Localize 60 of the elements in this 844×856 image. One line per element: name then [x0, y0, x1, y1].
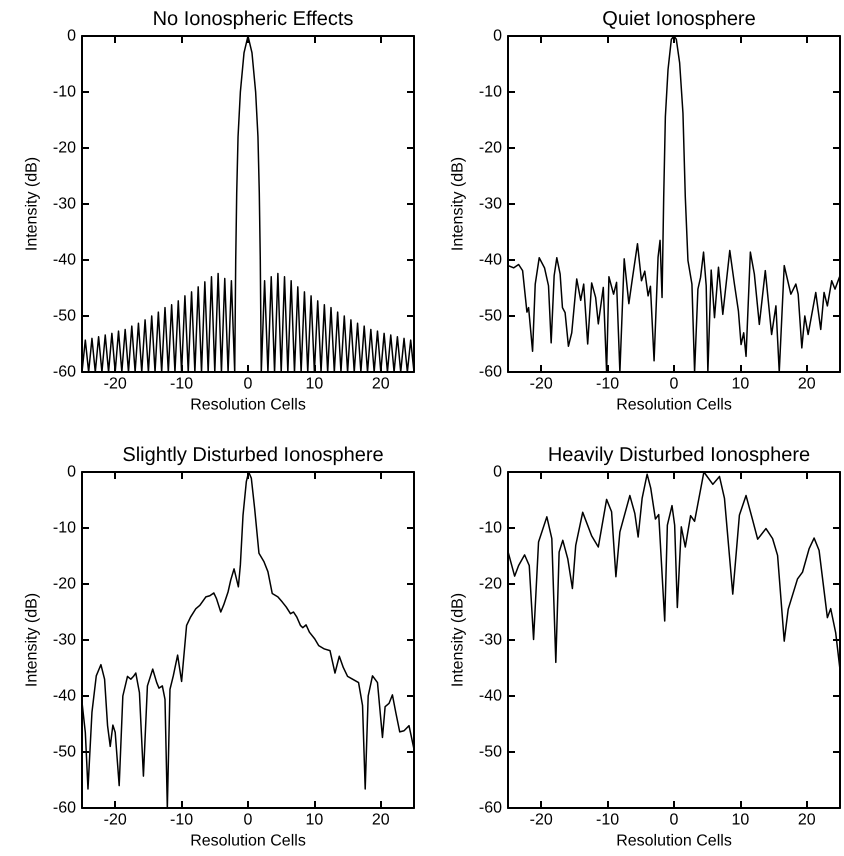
x-axis-title: Resolution Cells: [190, 396, 306, 414]
y-tick-label: -30: [478, 196, 502, 212]
x-tick-label: 0: [670, 376, 679, 392]
y-tick-label: -50: [478, 744, 502, 760]
x-tick-label: -10: [596, 812, 620, 828]
y-tick-label: 0: [493, 464, 502, 480]
x-tick-label: -20: [104, 376, 127, 392]
y-tick-label: -10: [478, 520, 502, 536]
y-tick-label: -10: [52, 84, 76, 100]
y-tick-label: -60: [52, 800, 76, 816]
chart-title: Quiet Ionosphere: [602, 8, 756, 30]
x-tick-label: -20: [104, 812, 127, 828]
y-tick-label: -20: [52, 576, 76, 592]
y-tick-label: -40: [52, 688, 76, 704]
x-tick-label: -10: [596, 376, 620, 392]
y-axis-title: Intensity (dB): [450, 156, 466, 252]
y-tick-label: -60: [52, 364, 76, 380]
x-tick-label: 10: [306, 376, 324, 392]
x-tick-label: -20: [530, 812, 553, 828]
x-axis-title: Resolution Cells: [616, 832, 732, 850]
y-tick-label: -20: [478, 576, 502, 592]
x-tick-label: -10: [170, 376, 194, 392]
chart-title: Heavily Disturbed Ionosphere: [548, 444, 810, 466]
x-axis-title: Resolution Cells: [616, 396, 732, 414]
x-tick-label: 20: [798, 812, 816, 828]
y-tick-label: -20: [52, 140, 76, 156]
x-tick-label: 10: [732, 376, 750, 392]
y-axis-title: Intensity (dB): [24, 156, 40, 252]
y-axis-title: Intensity (dB): [24, 592, 40, 688]
x-tick-label: 20: [798, 376, 816, 392]
x-tick-label: -20: [530, 376, 553, 392]
x-tick-label: 10: [306, 812, 324, 828]
y-tick-label: -40: [52, 252, 76, 268]
y-tick-label: 0: [493, 28, 502, 44]
y-tick-label: -20: [478, 140, 502, 156]
x-tick-label: 20: [372, 812, 390, 828]
x-tick-label: 0: [244, 812, 253, 828]
x-axis-title: Resolution Cells: [190, 832, 306, 850]
y-tick-label: -40: [478, 688, 502, 704]
y-tick-label: -60: [478, 364, 502, 380]
x-tick-label: -10: [170, 812, 194, 828]
y-tick-label: -10: [478, 84, 502, 100]
y-tick-label: -60: [478, 800, 502, 816]
y-tick-label: -40: [478, 252, 502, 268]
y-tick-label: -50: [478, 308, 502, 324]
y-tick-label: -30: [52, 632, 76, 648]
y-tick-label: 0: [67, 28, 76, 44]
x-tick-label: 20: [372, 376, 390, 392]
chart-title: No Ionospheric Effects: [152, 8, 354, 30]
y-axis-title: Intensity (dB): [450, 592, 466, 688]
y-tick-label: -50: [52, 744, 76, 760]
y-tick-label: -10: [52, 520, 76, 536]
y-tick-label: 0: [67, 464, 76, 480]
x-tick-label: 0: [244, 376, 253, 392]
x-tick-label: 0: [670, 812, 679, 828]
y-tick-label: -50: [52, 308, 76, 324]
y-tick-label: -30: [52, 196, 76, 212]
chart-title: Slightly Disturbed Ionosphere: [122, 444, 384, 466]
y-tick-label: -30: [478, 632, 502, 648]
x-tick-label: 10: [732, 812, 750, 828]
